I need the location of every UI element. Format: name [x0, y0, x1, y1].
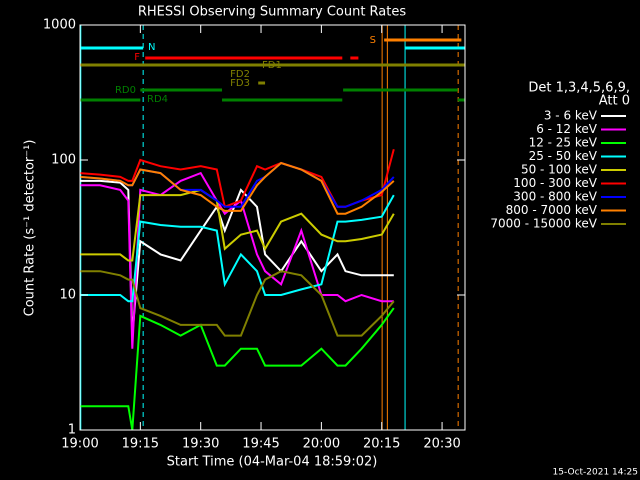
y-tick-label: 100 — [51, 153, 76, 168]
series-line — [80, 188, 395, 262]
legend-label: 7000 - 15000 keV — [490, 217, 597, 231]
x-tick-label: 19:45 — [242, 437, 279, 452]
y-axis-label: Count Rate (s⁻¹ detector⁻¹) — [23, 140, 38, 317]
flag-label: FD2 — [230, 69, 250, 80]
footer: 15-Oct-2021 14:25 — [553, 468, 638, 478]
x-tick-label: 20:15 — [363, 437, 400, 452]
y-tick-label: 1 — [68, 423, 76, 438]
legend-label: 800 - 7000 keV — [506, 203, 598, 217]
legend-label: 100 - 300 keV — [513, 176, 597, 190]
series-line — [80, 307, 395, 431]
flag-label: S — [370, 35, 376, 46]
flag-label: RD0 — [115, 85, 136, 96]
flag-label: FD3 — [230, 78, 250, 89]
x-tick-label: 19:30 — [182, 437, 219, 452]
x-tick-label: 20:00 — [303, 437, 340, 452]
series-line — [79, 161, 395, 215]
series-line — [80, 270, 395, 337]
legend-title: Att 0 — [599, 94, 630, 109]
legend-label: 3 - 6 keV — [544, 109, 598, 123]
plot-frame — [79, 24, 466, 431]
y-tick-label: 10 — [59, 288, 76, 303]
flag-label: FD1 — [262, 60, 282, 71]
chart-title: RHESSI Observing Summary Count Rates — [138, 5, 407, 20]
x-tick-label: 20:30 — [423, 437, 460, 452]
x-axis-label: Start Time (04-Mar-04 18:59:02) — [167, 455, 378, 470]
flag-label: RD4 — [147, 94, 168, 105]
series-line — [80, 194, 395, 303]
x-tick-label: 19:00 — [61, 437, 98, 452]
flag-label: N — [148, 42, 155, 53]
legend-title: Det 1,3,4,5,6,9, — [528, 81, 630, 96]
legend-label: 12 - 25 keV — [529, 136, 598, 150]
legend-label: 25 - 50 keV — [529, 149, 598, 163]
flag-label: F — [134, 52, 140, 63]
legend-label: 50 - 100 keV — [521, 163, 598, 177]
y-tick-label: 1000 — [43, 18, 76, 33]
legend-label: 300 - 800 keV — [513, 190, 597, 204]
legend-label: 6 - 12 keV — [536, 122, 598, 136]
x-tick-label: 19:15 — [122, 437, 159, 452]
